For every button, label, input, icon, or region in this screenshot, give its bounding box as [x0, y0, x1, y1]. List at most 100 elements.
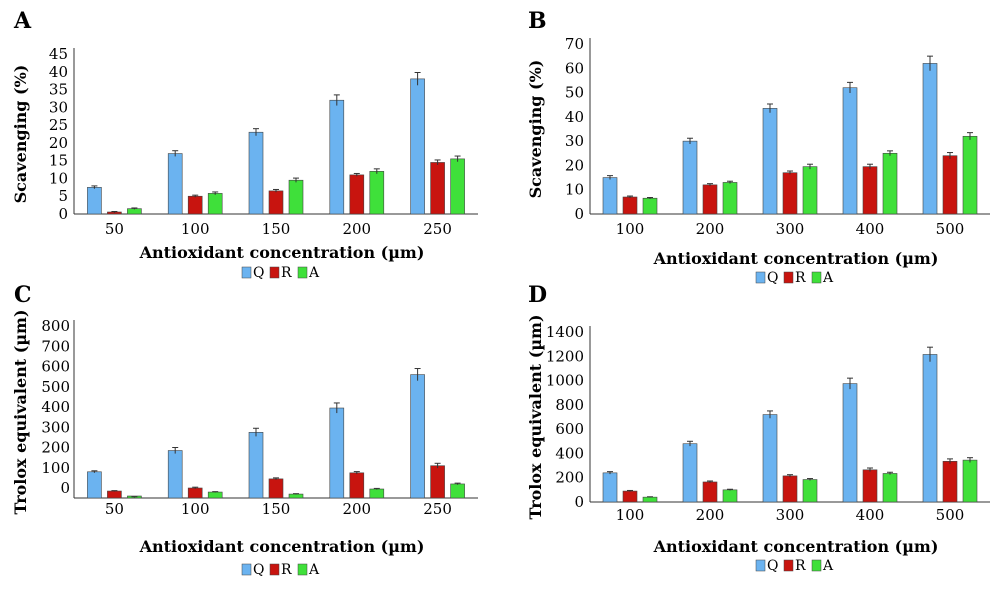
- bar-r-150: [268, 190, 284, 215]
- x-tick-label: 150: [262, 220, 291, 238]
- bar-q-200: [682, 140, 698, 215]
- bar-q-250: [410, 78, 425, 215]
- legend-swatch-a: [297, 563, 308, 576]
- x-axis-label: Antioxidant concentration (µm): [139, 243, 425, 262]
- legend-swatch-q: [241, 563, 252, 576]
- error-bar: [867, 163, 873, 170]
- bar-r-250: [430, 162, 445, 215]
- bar-q-200: [329, 99, 345, 215]
- error-bar: [273, 188, 279, 193]
- y-tick-label: 10: [565, 181, 584, 199]
- y-tick-label: 600: [555, 420, 584, 438]
- x-axis-label: Antioxidant concentration (µm): [653, 537, 939, 556]
- error-bar: [172, 150, 179, 157]
- x-tick-label: 250: [423, 500, 452, 518]
- bar-q-100: [602, 177, 618, 215]
- x-tick-label: 200: [342, 220, 371, 238]
- panel-letter: B: [528, 8, 547, 34]
- error-bar: [131, 207, 138, 210]
- legend-label-a: A: [308, 265, 320, 281]
- y-tick-label: 1200: [546, 347, 584, 365]
- y-axis-label: Trolox equivalent (µm): [526, 314, 545, 519]
- x-axis-label: Antioxidant concentration (µm): [139, 537, 425, 556]
- bar-a-150: [288, 179, 304, 215]
- error-bar: [927, 346, 933, 362]
- x-tick-label: 400: [856, 506, 885, 524]
- y-tick-label: 10: [49, 169, 68, 187]
- bar-a-200: [722, 489, 738, 503]
- error-bar: [111, 211, 118, 213]
- y-tick-label: 700: [41, 337, 70, 355]
- bar-a-500: [962, 459, 978, 503]
- y-tick-label: 1400: [546, 323, 584, 341]
- bar-r-100: [622, 490, 638, 503]
- legend-swatch-q: [755, 559, 766, 572]
- bar-r-100: [187, 195, 203, 215]
- x-tick-label: 50: [105, 500, 124, 518]
- error-bar: [607, 471, 613, 475]
- legend-label-q: Q: [253, 265, 264, 281]
- bar-q-200: [682, 443, 698, 503]
- error-bar: [927, 55, 933, 71]
- legend-label-q: Q: [767, 270, 778, 286]
- error-bar: [767, 410, 773, 419]
- bar-q-150: [248, 131, 264, 215]
- error-bar: [212, 191, 219, 195]
- bar-a-50: [127, 208, 142, 215]
- bar-r-150: [268, 478, 284, 499]
- y-tick-label: 60: [565, 59, 584, 77]
- error-bar: [333, 94, 340, 106]
- y-tick-label: 600: [41, 358, 70, 376]
- x-tick-label: 100: [181, 500, 210, 518]
- y-tick-label: 0: [58, 205, 68, 223]
- error-bar: [293, 493, 299, 495]
- y-tick-label: 40: [49, 63, 68, 81]
- y-tick-label: 200: [555, 469, 584, 487]
- bar-q-500: [922, 63, 938, 215]
- y-tick-label: 30: [565, 132, 584, 150]
- bar-q-500: [922, 354, 938, 503]
- x-tick-label: 100: [181, 220, 210, 238]
- error-bar: [707, 480, 713, 483]
- error-bar: [253, 427, 259, 437]
- error-bar: [454, 155, 461, 162]
- x-tick-label: 500: [936, 506, 965, 524]
- bar-q-200: [329, 407, 345, 499]
- legend-swatch-r: [269, 266, 280, 279]
- bar-a-200: [722, 182, 738, 215]
- error-bar: [607, 175, 613, 180]
- y-axis-label: Scavenging (%): [11, 65, 30, 204]
- legend-label-a: A: [822, 558, 834, 574]
- bar-r-250: [430, 465, 445, 499]
- y-axis-label: Scavenging (%): [526, 60, 545, 199]
- error-bar: [627, 489, 633, 492]
- bar-r-50: [107, 490, 122, 499]
- error-bar: [707, 183, 713, 187]
- x-tick-label: 200: [342, 500, 371, 518]
- y-tick-label: 30: [49, 98, 68, 116]
- legend-swatch-a: [811, 559, 822, 572]
- legend-swatch-q: [755, 271, 766, 284]
- error-bar: [192, 486, 199, 489]
- legend-label-r: R: [795, 558, 806, 574]
- bar-a-400: [882, 152, 898, 215]
- x-tick-label: 250: [423, 220, 452, 238]
- bar-r-300: [782, 172, 798, 215]
- y-tick-label: 200: [41, 439, 70, 457]
- error-bar: [333, 402, 340, 414]
- error-bar: [111, 490, 118, 492]
- error-bar: [687, 137, 693, 145]
- error-bar: [454, 482, 461, 485]
- x-tick-label: 50: [105, 220, 124, 238]
- bar-a-150: [288, 493, 304, 499]
- y-tick-label: 50: [565, 84, 584, 102]
- error-bar: [434, 159, 441, 165]
- y-axis-label: Trolox equivalent (µm): [11, 309, 30, 514]
- error-bar: [867, 467, 873, 472]
- x-tick-label: 100: [616, 220, 645, 238]
- error-bar: [967, 457, 973, 463]
